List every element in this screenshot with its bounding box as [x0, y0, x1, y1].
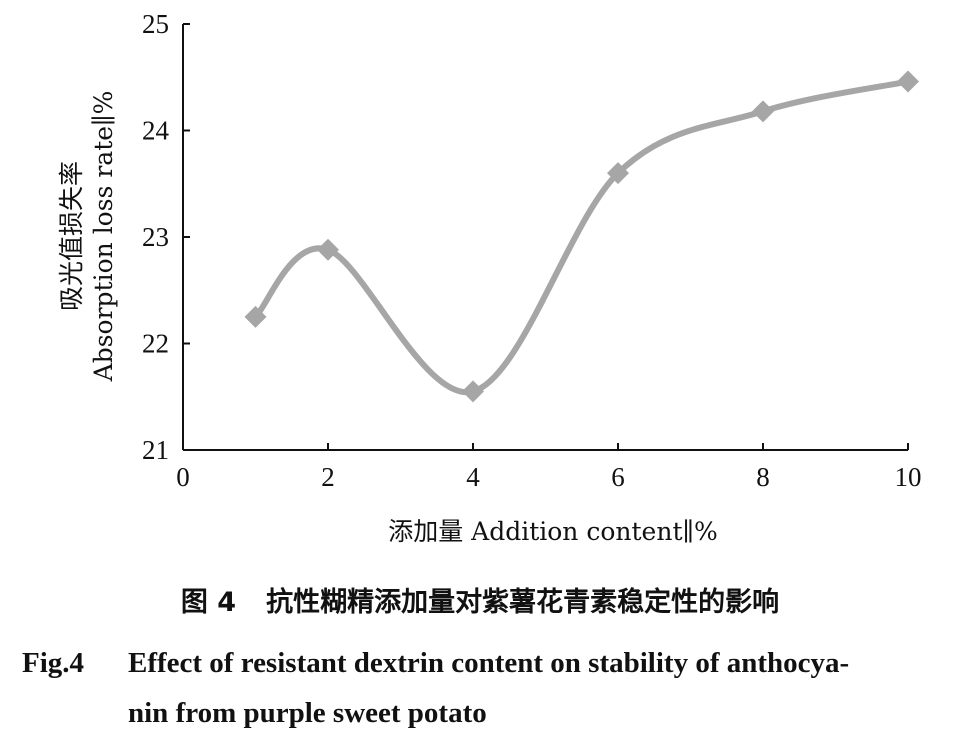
data-point [317, 238, 339, 261]
y-tick-label: 22 [142, 329, 169, 359]
y-axis-label-en: Absorption loss rate∥% [89, 91, 118, 383]
series-line [252, 78, 911, 396]
figure-title-cn: 抗性糊精添加量对紫薯花青素稳定性的影响 [266, 587, 780, 618]
figure-number-cn: 图 4 [180, 587, 237, 618]
y-axis-label-cn: 吸光值损失率 [57, 161, 86, 311]
data-point [244, 305, 267, 328]
x-tick-label: 4 [466, 462, 480, 492]
figure-title-en-line2: nin from purple sweet potato [128, 697, 487, 729]
y-tick-label: 21 [142, 435, 169, 465]
figure-caption-en: Fig.4 Effect of resistant dextrin content… [22, 638, 950, 738]
data-point [897, 70, 919, 93]
figure-number-en: Fig.4 [22, 647, 85, 679]
y-tick-label: 24 [142, 116, 170, 146]
data-point [752, 100, 774, 123]
figure-title-en-line1: Effect of resistant dextrin content on s… [128, 647, 850, 679]
x-tick-label: 0 [176, 462, 190, 492]
x-tick-label: 8 [756, 462, 770, 492]
x-tick-label: 2 [321, 462, 335, 492]
x-tick-label: 6 [611, 462, 625, 492]
y-tick-label: 25 [142, 9, 169, 39]
y-tick-label: 23 [142, 222, 169, 252]
figure-caption-cn: 图 4 抗性糊精添加量对紫薯花青素稳定性的影响 [0, 580, 960, 619]
data-point [607, 162, 629, 185]
chart-series [244, 70, 919, 403]
data-point [462, 380, 484, 403]
x-tick-label: 10 [895, 462, 922, 492]
x-axis-label: 添加量 Addition content∥% [388, 517, 718, 546]
